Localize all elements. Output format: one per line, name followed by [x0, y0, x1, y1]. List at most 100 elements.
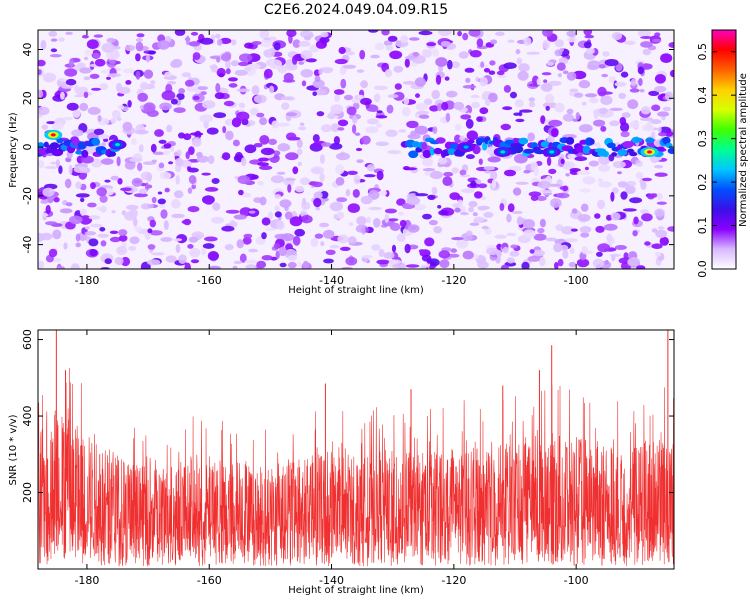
- heatmap-cell: [588, 160, 600, 167]
- heatmap-cell: [355, 147, 363, 152]
- heatmap-cell: [415, 93, 420, 98]
- heatmap-cell: [90, 87, 102, 91]
- heatmap-cell: [398, 129, 407, 133]
- heatmap-cell: [280, 96, 294, 101]
- heatmap-cell: [244, 144, 257, 154]
- heatmap-cell: [512, 210, 523, 215]
- heatmap-cell: [618, 92, 626, 100]
- heatmap-cell: [100, 205, 107, 213]
- heatmap-cell: [562, 185, 569, 192]
- heatmap-cell: [361, 135, 371, 145]
- heatmap-cell: [236, 111, 250, 122]
- heatmap-cell: [99, 194, 108, 203]
- heatmap-cell: [136, 33, 145, 38]
- heatmap-cell: [233, 214, 247, 220]
- heatmap-cell: [440, 40, 451, 47]
- heatmap-cell: [316, 111, 325, 117]
- signal-cell: [518, 137, 529, 145]
- x-tick-label: -160: [197, 574, 222, 587]
- heatmap-cell: [109, 236, 121, 243]
- heatmap-cell: [640, 106, 651, 115]
- heatmap-cell: [106, 76, 111, 80]
- heatmap-cell: [522, 219, 536, 229]
- heatmap-cell: [356, 216, 367, 226]
- heatmap-cell: [489, 60, 496, 66]
- heatmap-y-axis-label: Frequency (Hz): [8, 112, 19, 188]
- signal-cell: [512, 145, 524, 154]
- heatmap-cell: [584, 166, 589, 171]
- heatmap-cell: [620, 131, 630, 138]
- heatmap-cell: [437, 103, 443, 112]
- heatmap-cell: [665, 91, 673, 101]
- heatmap-cell: [366, 164, 376, 172]
- heatmap-cell: [110, 118, 117, 124]
- heatmap-cell: [71, 129, 84, 137]
- heatmap-cell: [523, 229, 536, 238]
- heatmap-cell: [597, 199, 606, 210]
- heatmap-cell: [516, 57, 523, 65]
- x-tick-label: -100: [564, 574, 589, 587]
- heatmap-cell: [668, 42, 674, 48]
- heatmap-cell: [560, 158, 565, 164]
- heatmap-cell: [322, 229, 335, 239]
- y-tick-label: 600: [21, 329, 34, 350]
- heatmap-cell: [212, 202, 221, 211]
- heatmap-cell: [490, 170, 498, 180]
- heatmap-cell: [431, 186, 438, 195]
- heatmap-cell: [629, 88, 640, 93]
- heatmap-cell: [135, 38, 143, 42]
- heatmap-cell: [637, 30, 651, 37]
- heatmap-cell: [173, 238, 183, 242]
- heatmap-cell: [248, 248, 258, 253]
- heatmap-cell: [595, 225, 605, 233]
- heatmap-cell: [229, 220, 236, 226]
- heatmap-cell: [337, 127, 345, 131]
- signal-cell: [108, 151, 117, 157]
- signal-cell: [622, 141, 634, 149]
- heatmap-cell: [236, 88, 250, 93]
- heatmap-cell: [89, 73, 100, 79]
- heatmap-cell: [362, 255, 373, 259]
- heatmap-cell: [300, 69, 314, 78]
- heatmap-cell: [321, 124, 332, 133]
- heatmap-cell: [320, 154, 325, 164]
- heatmap-cell: [496, 250, 502, 258]
- heatmap-cell: [343, 94, 354, 101]
- heatmap-y-axis: -40 -20 0 20 40: [21, 43, 674, 254]
- heatmap-cell: [273, 42, 281, 51]
- heatmap-cell: [375, 115, 388, 119]
- heatmap-cell: [200, 91, 207, 96]
- heatmap-cell: [470, 94, 480, 99]
- heatmap-cell: [476, 116, 483, 122]
- heatmap-cell: [208, 265, 221, 269]
- signal-cell: [422, 149, 432, 159]
- heatmap-cell: [639, 89, 645, 93]
- heatmap-cell: [510, 91, 517, 99]
- heatmap-cell: [589, 97, 599, 104]
- heatmap-cell: [188, 236, 198, 243]
- heatmap-cell: [612, 161, 626, 169]
- heatmap-cell: [523, 37, 532, 46]
- heatmap-cell: [469, 222, 480, 226]
- heatmap-cell: [138, 188, 148, 194]
- heatmap-cell: [152, 151, 166, 155]
- colorbar-tick-label: 0.5: [696, 43, 709, 61]
- heatmap-cell: [581, 101, 587, 106]
- colorbar-label: Normalized spectral amplitude: [738, 73, 749, 227]
- heatmap-cell: [292, 166, 299, 175]
- heatmap-cell: [296, 148, 303, 156]
- snr-x-axis: -180 -160 -140 -120 -100: [74, 330, 589, 587]
- hotspot-core: [500, 150, 506, 154]
- colorbar-tick-label: 0.0: [696, 260, 709, 278]
- heatmap-cell: [638, 78, 643, 86]
- heatmap-cell: [86, 39, 99, 50]
- heatmap-cell: [477, 205, 490, 210]
- heatmap-cell: [114, 257, 124, 265]
- heatmap-cell: [52, 122, 64, 131]
- heatmap-cell: [597, 178, 603, 183]
- heatmap-cell: [536, 78, 541, 86]
- heatmap-cell: [320, 142, 332, 147]
- heatmap-cell: [447, 59, 453, 70]
- heatmap-cell: [167, 80, 177, 85]
- heatmap-cell: [364, 174, 376, 178]
